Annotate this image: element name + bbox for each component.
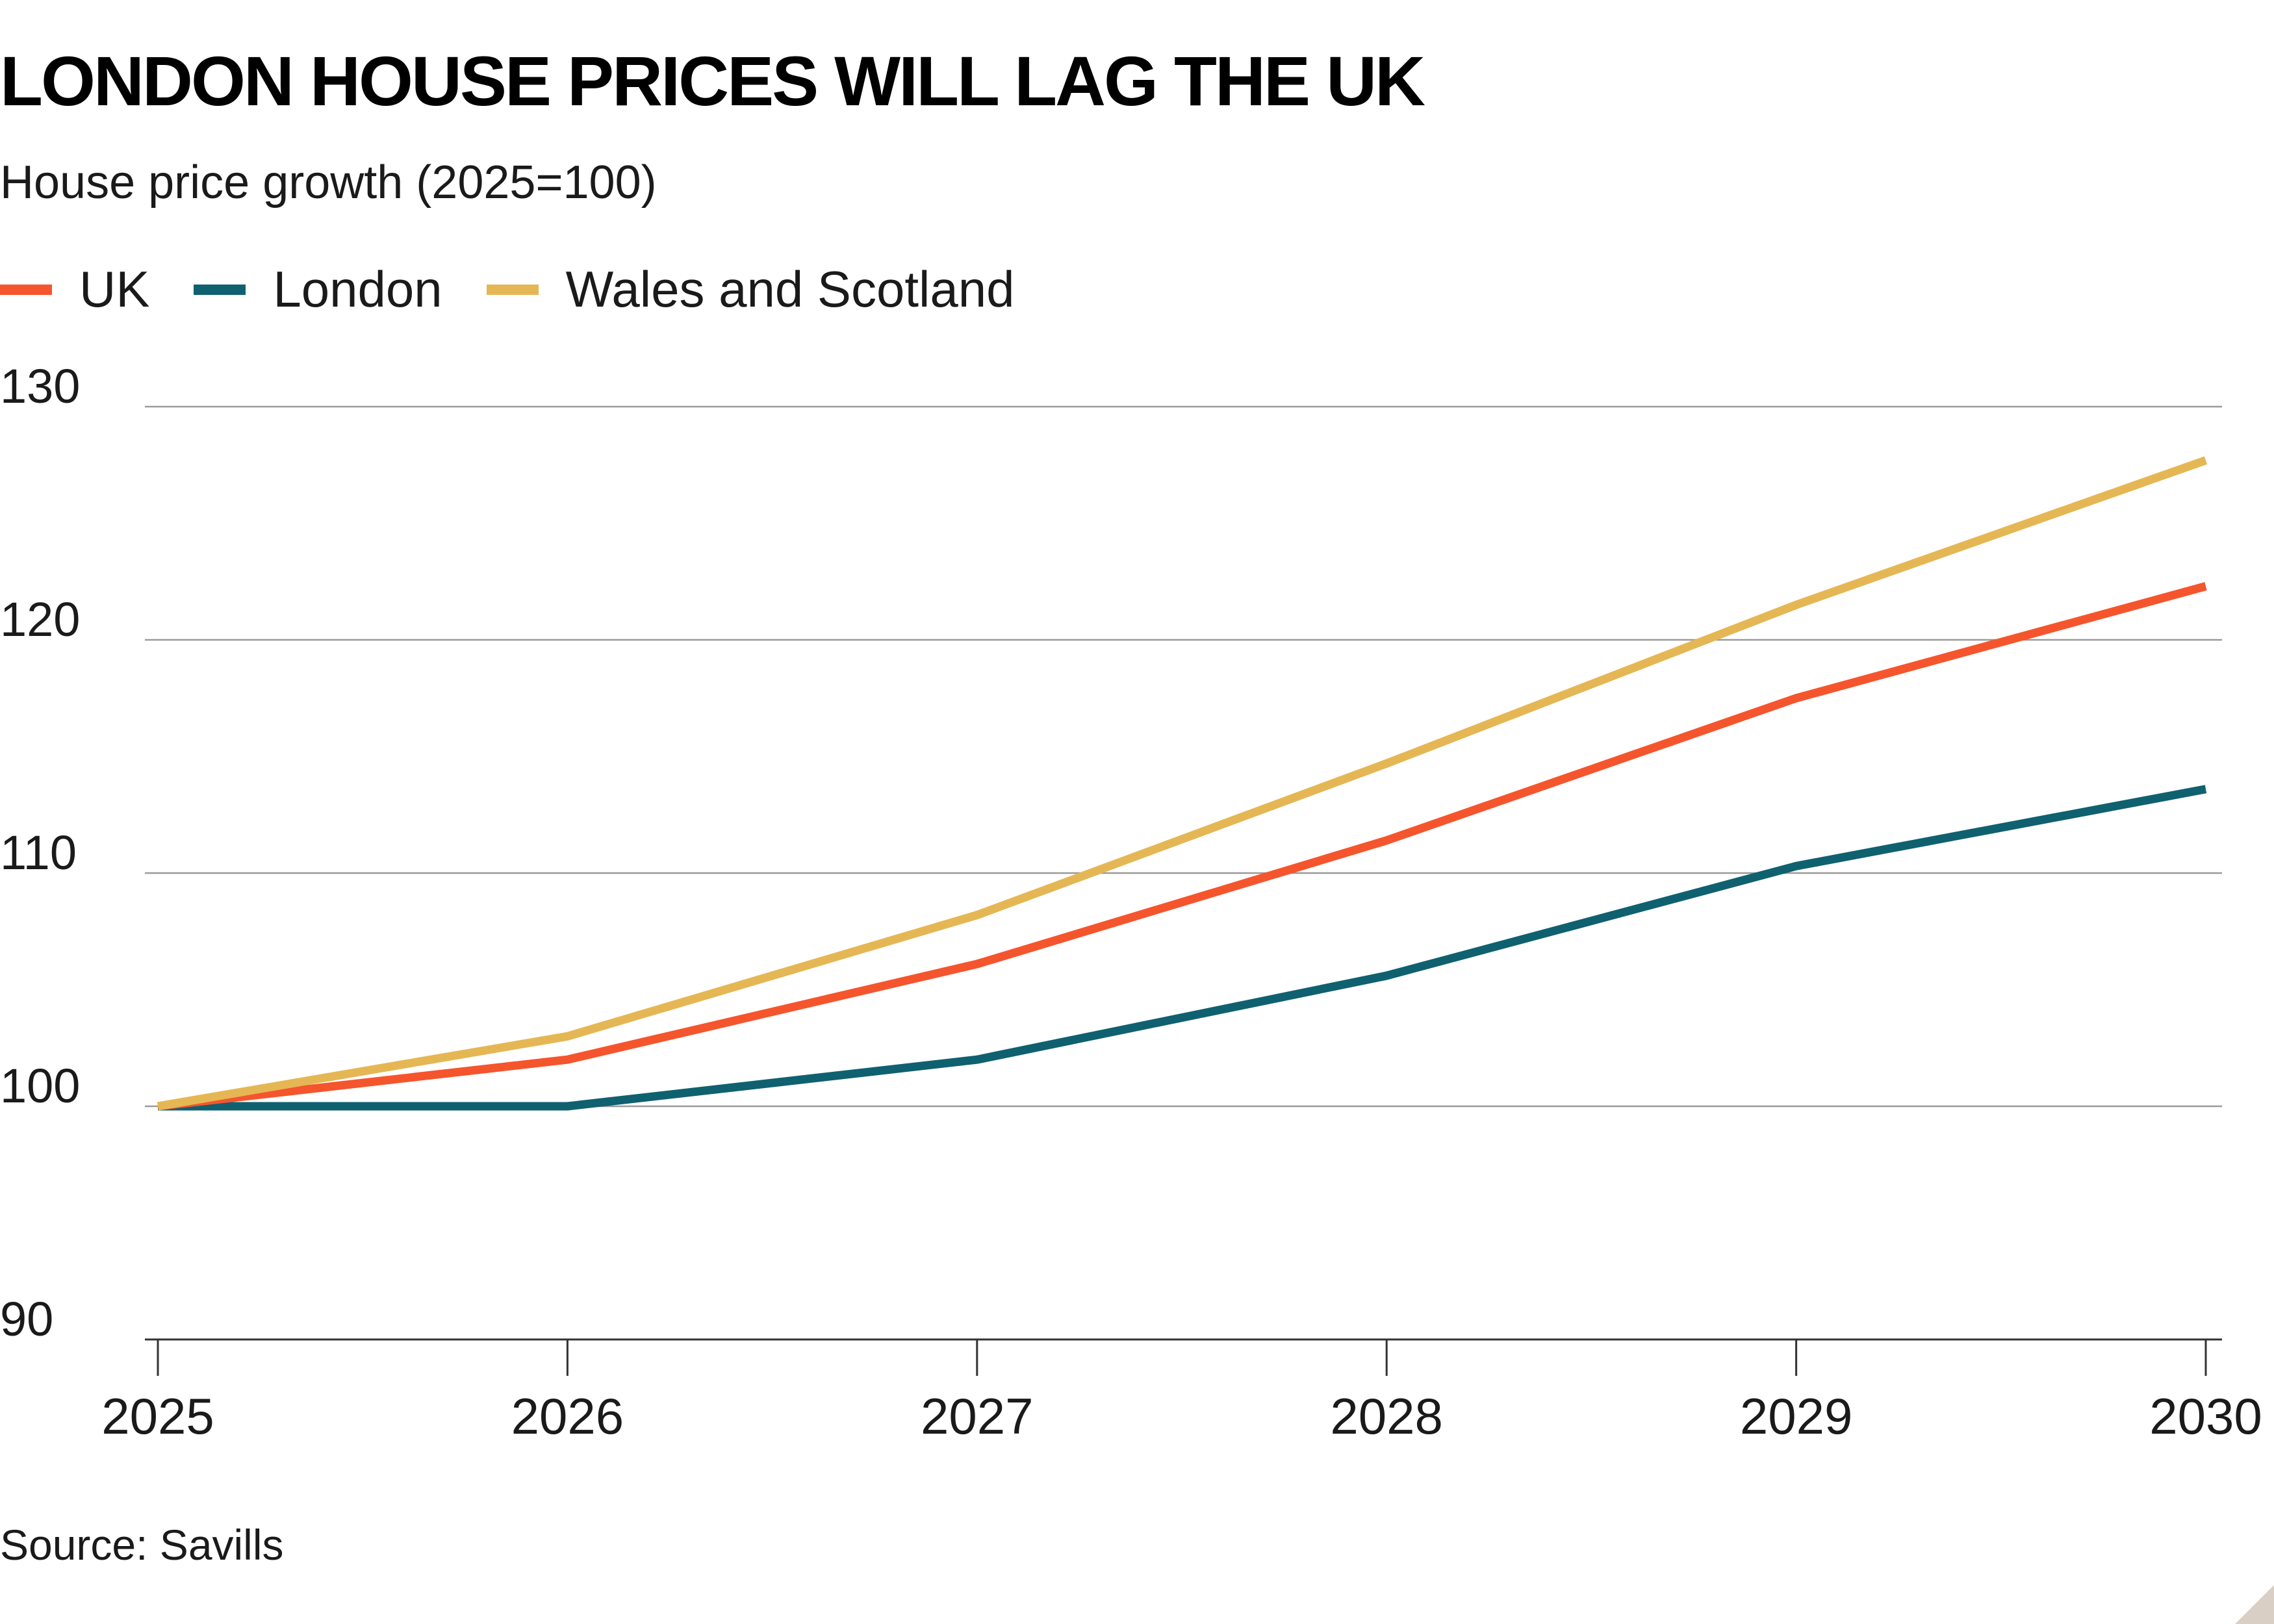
x-tick-label-2030: 2030 [2149,1388,2262,1445]
legend-swatch-london [194,284,246,295]
legend-label-london: London [273,260,442,318]
y-tick-label-120: 120 [0,592,80,646]
x-tick-label-2025: 2025 [101,1388,214,1445]
chart-subtitle: House price growth (2025=100) [0,157,657,209]
legend-swatch-wales-scotland [486,284,539,295]
x-tick-label-2026: 2026 [511,1388,624,1445]
line-chart: 90 100 110 120 130 2025 2026 2027 2028 2029 2030 [0,364,2262,1445]
x-tick-label-2029: 2029 [1740,1388,1853,1445]
legend-item-london: London [194,260,442,319]
y-tick-label-100: 100 [0,1059,80,1113]
y-tick-label-130: 130 [0,364,80,413]
series-line-uk [157,582,2207,1111]
series-line-wales-and-scotland [157,456,2208,1111]
legend-label-wales-scotland: Wales and Scotland [565,260,1015,318]
source-note: Source: Savills [0,1521,284,1569]
corner-fold-mark [2235,1585,2274,1624]
series-line-london [158,785,2207,1111]
legend-item-uk: UK [0,260,149,319]
y-tick-label-90: 90 [0,1292,53,1346]
x-tick-label-2027: 2027 [921,1388,1034,1445]
x-tick-label-2028: 2028 [1330,1388,1443,1445]
legend-swatch-uk [0,284,52,295]
legend-item-wales-scotland: Wales and Scotland [486,260,1015,319]
chart-title: LONDON HOUSE PRICES WILL LAG THE UK [0,42,1425,120]
legend-label-uk: UK [79,260,150,318]
legend: UK London Wales and Scotland [0,260,1058,319]
y-tick-label-110: 110 [0,826,77,880]
